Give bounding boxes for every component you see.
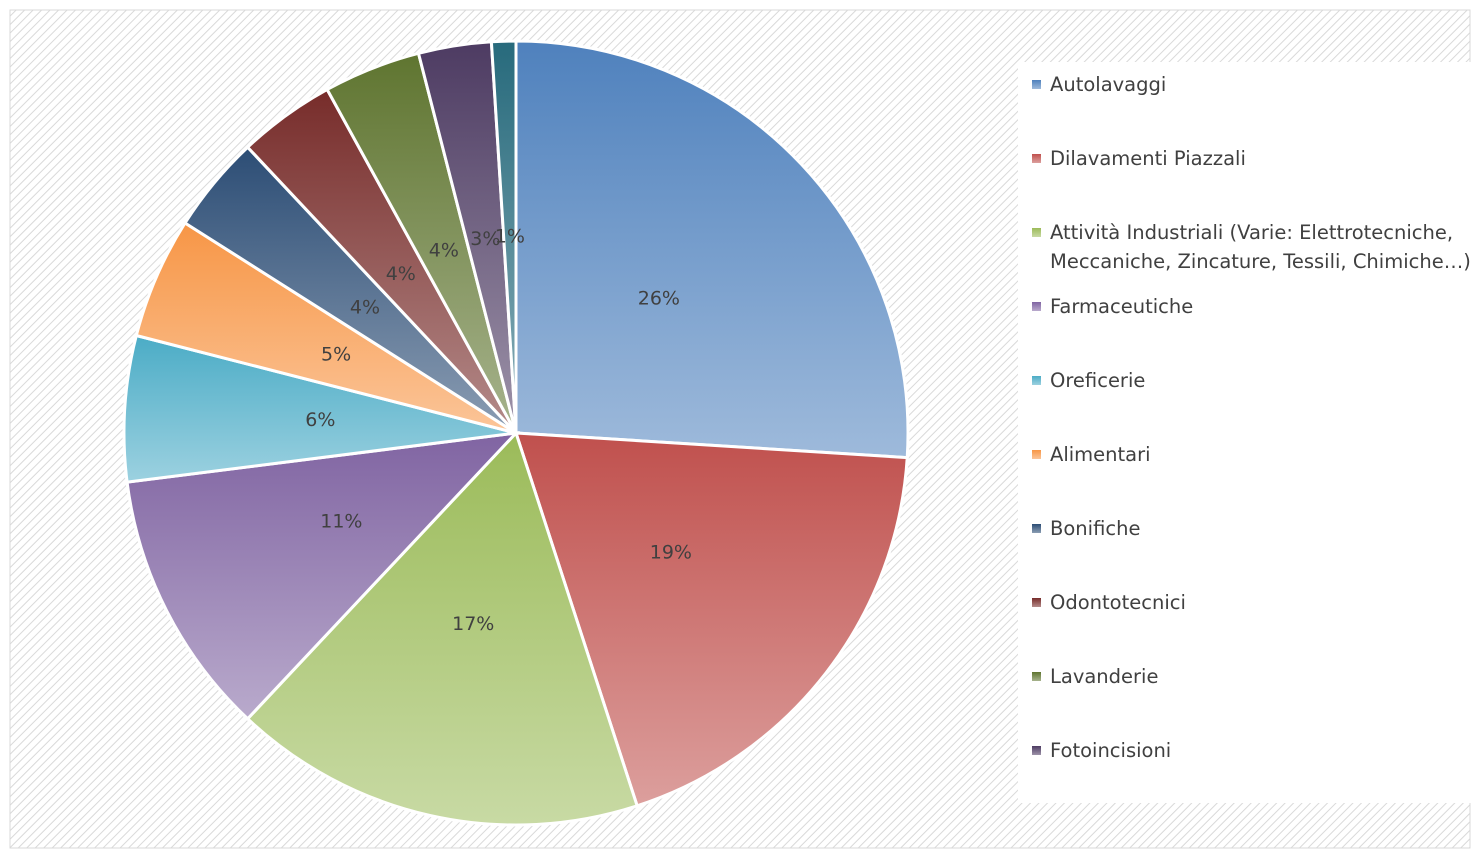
legend-entry: Dilavamenti Piazzali — [1032, 144, 1475, 173]
pie-slice — [245, 430, 640, 827]
data-label: 17% — [452, 613, 494, 635]
legend-swatch — [1032, 302, 1041, 311]
pie-slice — [513, 431, 909, 808]
data-label: 1% — [495, 226, 525, 248]
legend-entry: Alimentari — [1032, 440, 1475, 469]
legend-swatch — [1032, 672, 1041, 681]
legend-label: Lavanderie — [1050, 665, 1159, 688]
legend-swatch — [1032, 598, 1041, 607]
data-label: 4% — [386, 263, 416, 285]
legend: Autolavaggi Dilavamenti Piazzali Attività … — [1018, 62, 1475, 803]
legend-label: Bonifiche — [1050, 517, 1141, 540]
pie-slice — [489, 39, 518, 434]
legend-label: Attività Industriali (Varie: Elettrotecn… — [1050, 221, 1471, 273]
legend-swatch — [1032, 524, 1041, 533]
legend-entry: Oreficerie — [1032, 366, 1475, 395]
data-label: 26% — [638, 287, 680, 309]
pie-slice — [122, 333, 517, 484]
data-label: 19% — [650, 542, 692, 564]
data-label: 5% — [321, 344, 351, 366]
legend-swatch — [1032, 746, 1041, 755]
legend-entry: Odontotecnici — [1032, 588, 1475, 617]
legend-entry: Fotoincisioni — [1032, 736, 1475, 765]
legend-label: Dilavamenti Piazzali — [1050, 147, 1246, 170]
data-label: 3% — [470, 228, 500, 250]
data-label: 4% — [429, 239, 459, 261]
legend-swatch — [1032, 80, 1041, 89]
legend-entry: Autolavaggi — [1032, 70, 1475, 99]
legend-entry: Bonifiche — [1032, 514, 1475, 543]
data-label: 4% — [350, 297, 380, 319]
legend-label: Autolavaggi — [1050, 73, 1167, 96]
legend-label: Odontotecnici — [1050, 591, 1186, 614]
legend-label: Alimentari — [1050, 443, 1151, 466]
legend-entry: Farmaceutiche — [1032, 292, 1475, 321]
data-label: 6% — [305, 409, 335, 431]
pie-slice — [125, 430, 520, 721]
pie-slice — [514, 39, 910, 460]
legend-label: Oreficerie — [1050, 369, 1146, 392]
legend-swatch — [1032, 154, 1041, 163]
legend-entry: Lavanderie — [1032, 662, 1475, 691]
legend-entry: Attività Industriali (Varie: Elettrotecn… — [1032, 218, 1475, 276]
data-label: 11% — [320, 510, 362, 532]
legend-swatch — [1032, 228, 1041, 237]
legend-label: Farmaceutiche — [1050, 295, 1194, 318]
legend-swatch — [1032, 376, 1041, 385]
legend-swatch — [1032, 450, 1041, 459]
legend-label: Fotoincisioni — [1050, 739, 1172, 762]
